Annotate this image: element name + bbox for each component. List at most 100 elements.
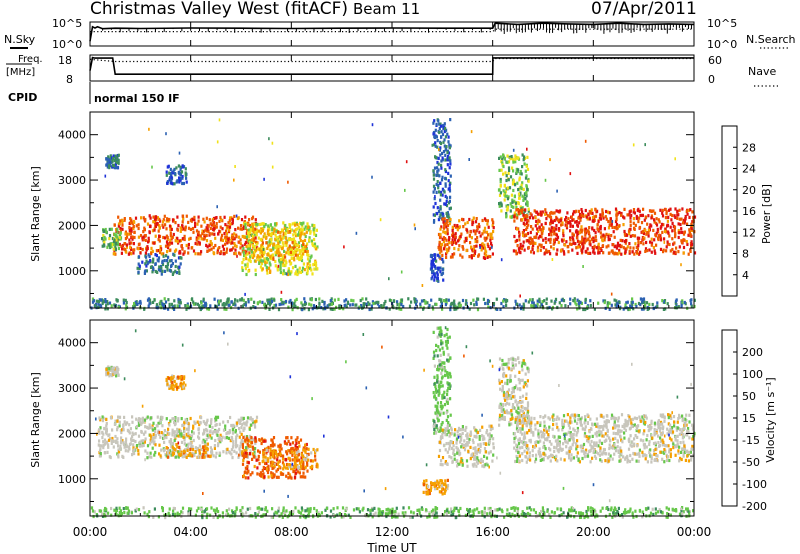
- heatmap-cell: [491, 220, 495, 224]
- heatmap-cell: [132, 219, 135, 224]
- heatmap-cell: [279, 443, 282, 447]
- heatmap-cell: [121, 454, 124, 458]
- heatmap-cell: [184, 304, 187, 308]
- heatmap-cell: [205, 420, 208, 424]
- heatmap-cell: [289, 270, 292, 274]
- heatmap-cell: [153, 298, 156, 302]
- heatmap-cell: [522, 198, 525, 202]
- heatmap-cell: [602, 216, 605, 220]
- heatmap-cell: [507, 166, 511, 170]
- heatmap-cell: [607, 244, 610, 248]
- heatmap-cell: [110, 242, 113, 246]
- heatmap-cell: [150, 246, 153, 250]
- heatmap-cell: [104, 307, 107, 311]
- heatmap-cell: [273, 464, 276, 468]
- heatmap-cell: [569, 224, 572, 228]
- heatmap-cell: [301, 224, 304, 228]
- heatmap-cell: [154, 427, 157, 431]
- heatmap-cell: [667, 208, 671, 212]
- heatmap-cell: [149, 416, 152, 420]
- heatmap-cell: [122, 247, 125, 251]
- heatmap-cell: [499, 155, 502, 159]
- heatmap-cell: [287, 267, 290, 271]
- heatmap-speck: [479, 245, 481, 249]
- heatmap-cell: [502, 164, 505, 169]
- heatmap-cell: [643, 218, 646, 222]
- heatmap-cell: [645, 301, 649, 305]
- heatmap-cell: [440, 363, 443, 367]
- heatmap-cell: [578, 212, 582, 216]
- heatmap-cell: [507, 160, 511, 164]
- heatmap-cell: [431, 275, 434, 279]
- heatmap-cell: [279, 234, 282, 238]
- heatmap-cell: [400, 298, 404, 302]
- heatmap-cell: [438, 215, 441, 220]
- heatmap-cell: [277, 247, 280, 251]
- heatmap-cell: [585, 238, 588, 242]
- heatmap-cell: [246, 252, 249, 256]
- heatmap-cell: [540, 235, 543, 239]
- heatmap-cell: [293, 249, 296, 253]
- heatmap-cell: [191, 297, 194, 301]
- heatmap-cell: [154, 234, 157, 238]
- heatmap-cell: [258, 300, 261, 304]
- heatmap-cell: [575, 303, 578, 307]
- heatmap-cell: [522, 229, 525, 233]
- heatmap-cell: [437, 119, 440, 123]
- heatmap-cell: [129, 427, 132, 431]
- heatmap-cell: [150, 440, 153, 444]
- heatmap-cell: [505, 204, 508, 208]
- heatmap-cell: [607, 219, 610, 224]
- heatmap-cell: [449, 159, 452, 163]
- heatmap-cell: [296, 268, 299, 272]
- heatmap-cell: [132, 224, 135, 229]
- heatmap-cell: [289, 228, 292, 232]
- heatmap-cell: [309, 230, 312, 234]
- heatmap-cell: [206, 307, 209, 311]
- heatmap-cell: [518, 303, 521, 307]
- heatmap-cell: [439, 401, 443, 405]
- power-panel-background: [90, 112, 694, 308]
- heatmap-cell: [139, 301, 142, 305]
- heatmap-cell: [366, 302, 370, 307]
- heatmap-cell: [179, 165, 182, 169]
- heatmap-cell: [588, 234, 591, 238]
- heatmap-cell: [473, 252, 476, 256]
- heatmap-cell: [508, 168, 511, 172]
- heatmap-cell: [286, 436, 289, 440]
- heatmap-cell: [258, 450, 261, 454]
- heatmap-cell: [153, 436, 156, 440]
- heatmap-cell: [116, 425, 119, 430]
- heatmap-cell: [437, 183, 440, 187]
- heatmap-cell: [525, 194, 528, 198]
- heatmap-cell: [128, 447, 131, 451]
- heatmap-cell: [435, 424, 438, 428]
- heatmap-cell: [194, 241, 197, 246]
- heatmap-cell: [107, 365, 110, 369]
- heatmap-cell: [208, 248, 211, 252]
- heatmap-cell: [647, 234, 650, 238]
- heatmap-cell: [170, 181, 173, 185]
- heatmap-cell: [534, 215, 537, 220]
- heatmap-cell: [275, 451, 278, 455]
- heatmap-cell: [270, 232, 273, 236]
- heatmap-cell: [179, 239, 182, 243]
- heatmap-cell: [472, 247, 475, 251]
- heatmap-cell: [446, 223, 450, 228]
- heatmap-cell: [180, 170, 184, 174]
- heatmap-cell: [481, 232, 484, 236]
- heatmap-cell: [313, 260, 317, 265]
- heatmap-cell: [168, 217, 171, 222]
- heatmap-cell: [488, 247, 491, 251]
- heatmap-cell: [104, 300, 108, 304]
- heatmap-cell: [474, 238, 477, 242]
- heatmap-cell: [344, 303, 347, 307]
- heatmap-cell: [167, 376, 170, 380]
- heatmap-cell: [156, 216, 159, 220]
- heatmap-cell: [472, 229, 475, 233]
- power-y-axis-label: Slant Range [km]: [29, 166, 42, 262]
- heatmap-cell: [282, 269, 285, 273]
- heatmap-cell: [674, 250, 677, 254]
- heatmap-cell: [242, 428, 245, 432]
- heatmap-cell: [189, 227, 192, 231]
